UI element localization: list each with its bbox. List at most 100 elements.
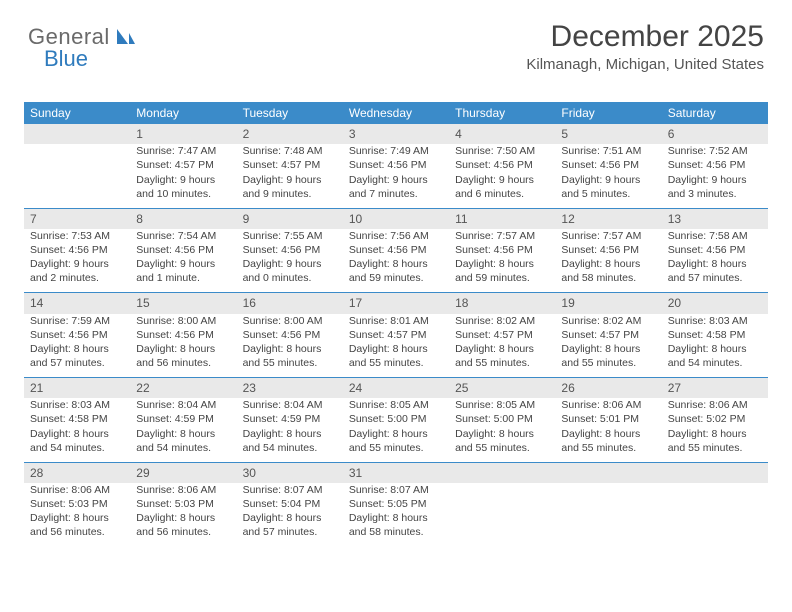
day-number: 9 (237, 209, 343, 229)
day-number: 8 (130, 209, 236, 229)
sunrise-text: Sunrise: 8:00 AM (243, 314, 337, 328)
sunset-text: Sunset: 4:58 PM (668, 328, 762, 342)
daylight-text: Daylight: 8 hours and 54 minutes. (243, 427, 337, 455)
day-cell: 20 (662, 293, 768, 314)
day-number: 30 (237, 463, 343, 483)
week-content-row: Sunrise: 7:53 AM Sunset: 4:56 PM Daylight:… (24, 229, 768, 293)
daylight-text: Daylight: 8 hours and 55 minutes. (561, 427, 655, 455)
sunset-text: Sunset: 5:00 PM (349, 412, 443, 426)
sunset-text: Sunset: 5:00 PM (455, 412, 549, 426)
sunset-text: Sunset: 4:56 PM (455, 243, 549, 257)
day-content-cell: Sunrise: 7:54 AMSunset: 4:56 PMDaylight:… (130, 229, 236, 293)
day-cell (662, 462, 768, 483)
day-number: 26 (555, 378, 661, 398)
day-cell: 6 (662, 124, 768, 144)
brand-text-2-wrap: Blue (44, 46, 88, 72)
sunset-text: Sunset: 4:58 PM (30, 412, 124, 426)
day-content-cell: Sunrise: 7:52 AMSunset: 4:56 PMDaylight:… (662, 144, 768, 208)
week-content-row: Sunrise: 7:59 AMSunset: 4:56 PMDaylight:… (24, 314, 768, 378)
day-cell: 19 (555, 293, 661, 314)
day-detail: Sunrise: 7:58 AMSunset: 4:56 PMDaylight:… (666, 229, 764, 286)
week-daynum-row: 21222324252627 (24, 378, 768, 399)
sunrise-text: Sunrise: 8:05 AM (455, 398, 549, 412)
day-number: 12 (555, 209, 661, 229)
sunset-text: Sunset: 5:02 PM (668, 412, 762, 426)
daylight-text: Daylight: 8 hours and 55 minutes. (455, 342, 549, 370)
day-detail: Sunrise: 8:06 AMSunset: 5:01 PMDaylight:… (559, 398, 657, 455)
sunrise-text: Sunrise: 8:02 AM (455, 314, 549, 328)
sunset-text: Sunset: 5:03 PM (30, 497, 124, 511)
day-number-empty (555, 463, 661, 483)
week-content-row: Sunrise: 8:06 AMSunset: 5:03 PMDaylight:… (24, 483, 768, 547)
daylight-text: Daylight: 8 hours and 57 minutes. (668, 257, 762, 285)
sunrise-text: Sunrise: 7:47 AM (136, 144, 230, 158)
day-detail: Sunrise: 7:50 AMSunset: 4:56 PMDaylight:… (453, 144, 551, 201)
day-cell: 24 (343, 378, 449, 399)
sunset-text: Sunset: 4:57 PM (349, 328, 443, 342)
weekday-header: Friday (555, 102, 661, 124)
calendar-body: 123456Sunrise: 7:47 AMSunset: 4:57 PMDay… (24, 124, 768, 547)
sunrise-text: Sunrise: 8:02 AM (561, 314, 655, 328)
sunrise-text: Sunrise: 7:48 AM (243, 144, 337, 158)
day-cell: 18 (449, 293, 555, 314)
calendar-page: General Blue December 2025 Kilmanagh, Mi… (0, 0, 792, 612)
day-content-cell: Sunrise: 8:03 AMSunset: 4:58 PMDaylight:… (24, 398, 130, 462)
day-content-cell: Sunrise: 8:00 AMSunset: 4:56 PMDaylight:… (130, 314, 236, 378)
day-number: 20 (662, 293, 768, 313)
day-cell: 30 (237, 462, 343, 483)
day-number-empty (662, 463, 768, 483)
daylight-text: Daylight: 8 hours and 54 minutes. (668, 342, 762, 370)
sunrise-text: Sunrise: 8:05 AM (349, 398, 443, 412)
day-content-cell (449, 483, 555, 547)
daylight-text: Daylight: 9 hours and 2 minutes. (30, 257, 124, 285)
sunset-text: Sunset: 5:05 PM (349, 497, 443, 511)
sunrise-text: Sunrise: 8:07 AM (243, 483, 337, 497)
day-detail: Sunrise: 8:06 AMSunset: 5:03 PMDaylight:… (28, 483, 126, 540)
daylight-text: Daylight: 8 hours and 58 minutes. (349, 511, 443, 539)
sunrise-text: Sunrise: 7:53 AM (30, 229, 124, 243)
month-title: December 2025 (526, 20, 764, 54)
day-number: 5 (555, 124, 661, 144)
day-cell: 12 (555, 208, 661, 229)
day-cell: 1 (130, 124, 236, 144)
daylight-text: Daylight: 8 hours and 57 minutes. (30, 342, 124, 370)
day-detail: Sunrise: 7:51 AMSunset: 4:56 PMDaylight:… (559, 144, 657, 201)
daylight-text: Daylight: 8 hours and 56 minutes. (136, 511, 230, 539)
day-number: 13 (662, 209, 768, 229)
day-number-empty (24, 124, 130, 144)
day-detail: Sunrise: 7:55 AMSunset: 4:56 PMDaylight:… (241, 229, 339, 286)
day-cell: 27 (662, 378, 768, 399)
calendar-table: Sunday Monday Tuesday Wednesday Thursday… (24, 102, 768, 547)
sunrise-text: Sunrise: 7:58 AM (668, 229, 762, 243)
sunrise-text: Sunrise: 8:06 AM (30, 483, 124, 497)
sunrise-text: Sunrise: 7:55 AM (243, 229, 337, 243)
daylight-text: Daylight: 8 hours and 56 minutes. (136, 342, 230, 370)
day-cell: 23 (237, 378, 343, 399)
brand-text-2: Blue (44, 46, 88, 71)
day-cell (24, 124, 130, 144)
brand-sail-icon (114, 27, 136, 47)
day-detail: Sunrise: 8:06 AMSunset: 5:02 PMDaylight:… (666, 398, 764, 455)
day-detail: Sunrise: 7:52 AMSunset: 4:56 PMDaylight:… (666, 144, 764, 201)
day-number: 1 (130, 124, 236, 144)
daylight-text: Daylight: 9 hours and 1 minute. (136, 257, 230, 285)
sunrise-text: Sunrise: 8:07 AM (349, 483, 443, 497)
location-text: Kilmanagh, Michigan, United States (526, 56, 764, 73)
day-detail: Sunrise: 8:03 AMSunset: 4:58 PMDaylight:… (666, 314, 764, 371)
sunrise-text: Sunrise: 8:04 AM (243, 398, 337, 412)
day-content-cell: Sunrise: 7:47 AMSunset: 4:57 PMDaylight:… (130, 144, 236, 208)
sunset-text: Sunset: 4:57 PM (243, 158, 337, 172)
day-detail: Sunrise: 7:57 AMSunset: 4:56 PMDaylight:… (453, 229, 551, 286)
day-cell: 22 (130, 378, 236, 399)
day-content-cell: Sunrise: 8:07 AMSunset: 5:05 PMDaylight:… (343, 483, 449, 547)
sunset-text: Sunset: 4:56 PM (668, 158, 762, 172)
day-cell: 17 (343, 293, 449, 314)
day-number: 18 (449, 293, 555, 313)
day-number: 3 (343, 124, 449, 144)
sunset-text: Sunset: 5:03 PM (136, 497, 230, 511)
day-content-cell: Sunrise: 8:04 AMSunset: 4:59 PMDaylight:… (130, 398, 236, 462)
day-detail: Sunrise: 8:05 AMSunset: 5:00 PMDaylight:… (347, 398, 445, 455)
day-cell: 2 (237, 124, 343, 144)
day-detail: Sunrise: 8:00 AMSunset: 4:56 PMDaylight:… (241, 314, 339, 371)
sunrise-text: Sunrise: 8:01 AM (349, 314, 443, 328)
